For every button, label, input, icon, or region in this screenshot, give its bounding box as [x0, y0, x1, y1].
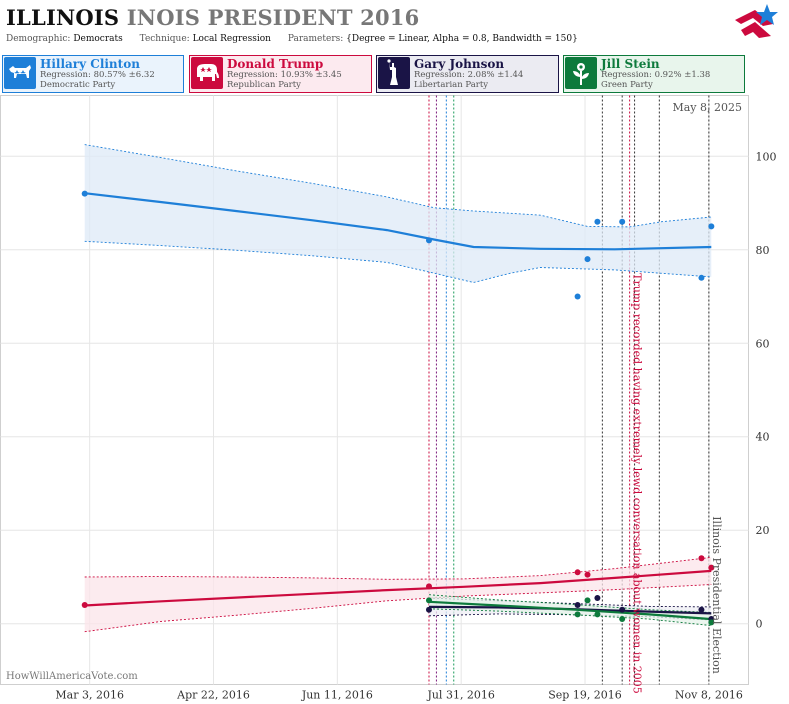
x-tick-label: Nov 8, 2016	[675, 689, 743, 702]
candidate-regression: Regression: 80.57% ±6.32	[40, 70, 155, 80]
candidate-regression: Regression: 0.92% ±1.38	[601, 70, 711, 80]
param-value-technique: Local Regression	[192, 34, 271, 44]
annotation-debate-event: Trump recorded having extremely lewd con…	[631, 273, 644, 694]
param-label-demographic: Demographic:	[6, 34, 71, 44]
poll-point-hillary-clinton	[708, 223, 715, 230]
param-value-parameters: {Degree = Linear, Alpha = 0.8, Bandwidth…	[346, 34, 578, 44]
candidate-party: Republican Party	[227, 80, 301, 90]
candidate-card-stein: Jill Stein Regression: 0.92% ±1.38 Green…	[563, 55, 745, 93]
poll-point-jill-stein	[425, 597, 432, 604]
x-tick-label: Jul 31, 2016	[426, 689, 495, 702]
title-rest: INOIS PRESIDENT 2016	[126, 5, 420, 30]
candidate-name: Donald Trump	[227, 57, 324, 71]
candidate-party: Libertarian Party	[414, 80, 489, 90]
elephant-icon	[191, 57, 223, 89]
poll-point-hillary-clinton	[425, 237, 432, 244]
x-tick-label: Sep 19, 2016	[548, 689, 622, 702]
param-label-technique: Technique:	[139, 34, 190, 44]
poll-point-donald-trump	[425, 583, 432, 590]
param-value-demographic: Democrats	[73, 34, 123, 44]
watermark: HowWillAmericaVote.com	[6, 671, 138, 682]
annotation-election-day: Illinois Presidential Election	[710, 516, 723, 674]
poll-chart: Trump recorded having extremely lewd con…	[0, 95, 777, 702]
poll-points	[81, 190, 715, 626]
poll-point-hillary-clinton	[574, 293, 581, 300]
statue-of-liberty-icon	[378, 57, 410, 89]
candidate-party: Green Party	[601, 80, 653, 90]
y-tick-label: 40	[756, 431, 770, 444]
candidate-name: Gary Johnson	[414, 57, 505, 71]
candidate-regression: Regression: 2.08% ±1.44	[414, 70, 524, 80]
poll-point-jill-stein	[594, 611, 601, 618]
regression-line-donald-trump	[84, 569, 712, 607]
candidate-card-clinton: Hillary Clinton Regression: 80.57% ±6.32…	[2, 55, 184, 93]
y-tick-label: 80	[756, 244, 770, 257]
y-tick-label: 60	[756, 337, 770, 350]
donkey-icon	[4, 57, 36, 89]
poll-point-jill-stein	[574, 611, 581, 618]
poll-point-hillary-clinton	[584, 256, 591, 263]
site-logo-icon	[735, 4, 778, 38]
candidate-regression: Regression: 10.93% ±3.45	[227, 70, 342, 80]
parameters-line: Demographic: Democrats Technique: Local …	[6, 34, 592, 44]
candidate-party: Democratic Party	[40, 80, 116, 90]
poll-point-gary-johnson	[698, 606, 705, 613]
poll-point-hillary-clinton	[81, 190, 88, 197]
x-tick-label: Mar 3, 2016	[55, 689, 124, 702]
regression-line-jill-stein	[428, 600, 712, 621]
lower-bound-jill-stein	[428, 608, 712, 627]
flower-icon	[565, 57, 597, 89]
upper-bound-jill-stein	[428, 594, 712, 613]
candidate-name: Jill Stein	[601, 57, 660, 71]
param-label-parameters: Parameters:	[287, 34, 344, 44]
poll-point-jill-stein	[619, 616, 626, 623]
candidate-card-trump: Donald Trump Regression: 10.93% ±3.45 Re…	[189, 55, 372, 93]
candidate-card-johnson: Gary Johnson Regression: 2.08% ±1.44 Lib…	[376, 55, 559, 93]
poll-point-hillary-clinton	[619, 218, 626, 225]
poll-point-hillary-clinton	[698, 274, 705, 281]
poll-point-donald-trump	[584, 571, 591, 578]
axes: Mar 3, 2016 Apr 22, 2016 Jun 11, 2016 Jul 3…	[55, 150, 776, 701]
annotations: Trump recorded having extremely lewd con…	[631, 273, 723, 694]
upper-bound-hillary-clinton	[84, 144, 712, 228]
poll-point-gary-johnson	[619, 606, 626, 613]
poll-point-jill-stein	[708, 619, 715, 626]
poll-point-donald-trump	[574, 569, 581, 576]
confidence-band-donald-trump	[84, 557, 712, 632]
poll-point-gary-johnson	[425, 606, 432, 613]
candidate-legend: Hillary Clinton Regression: 80.57% ±6.32…	[0, 55, 789, 93]
lower-bound-hillary-clinton	[84, 240, 712, 283]
page-title: ILLINOIS INOIS PRESIDENT 2016	[6, 5, 419, 30]
upper-bound-gary-johnson	[428, 597, 712, 608]
y-tick-label: 100	[756, 150, 777, 163]
y-tick-label: 20	[756, 524, 770, 537]
header: ILLINOIS INOIS PRESIDENT 2016 Demographi…	[0, 0, 789, 50]
candidate-name: Hillary Clinton	[40, 57, 140, 71]
poll-point-donald-trump	[698, 555, 705, 562]
title-state: ILLINOIS	[6, 5, 120, 30]
poll-point-gary-johnson	[574, 602, 581, 609]
poll-point-donald-trump	[708, 564, 715, 571]
upper-bound-donald-trump	[84, 556, 712, 580]
poll-point-donald-trump	[81, 602, 88, 609]
regression-lines	[84, 192, 712, 621]
x-tick-label: Apr 22, 2016	[176, 689, 250, 702]
date-label: May 8, 2025	[672, 101, 742, 114]
poll-point-jill-stein	[584, 597, 591, 604]
poll-point-gary-johnson	[594, 595, 601, 602]
poll-point-hillary-clinton	[594, 218, 601, 225]
x-tick-label: Jun 11, 2016	[301, 689, 373, 702]
y-tick-label: 0	[756, 618, 763, 631]
regression-line-hillary-clinton	[84, 192, 712, 251]
